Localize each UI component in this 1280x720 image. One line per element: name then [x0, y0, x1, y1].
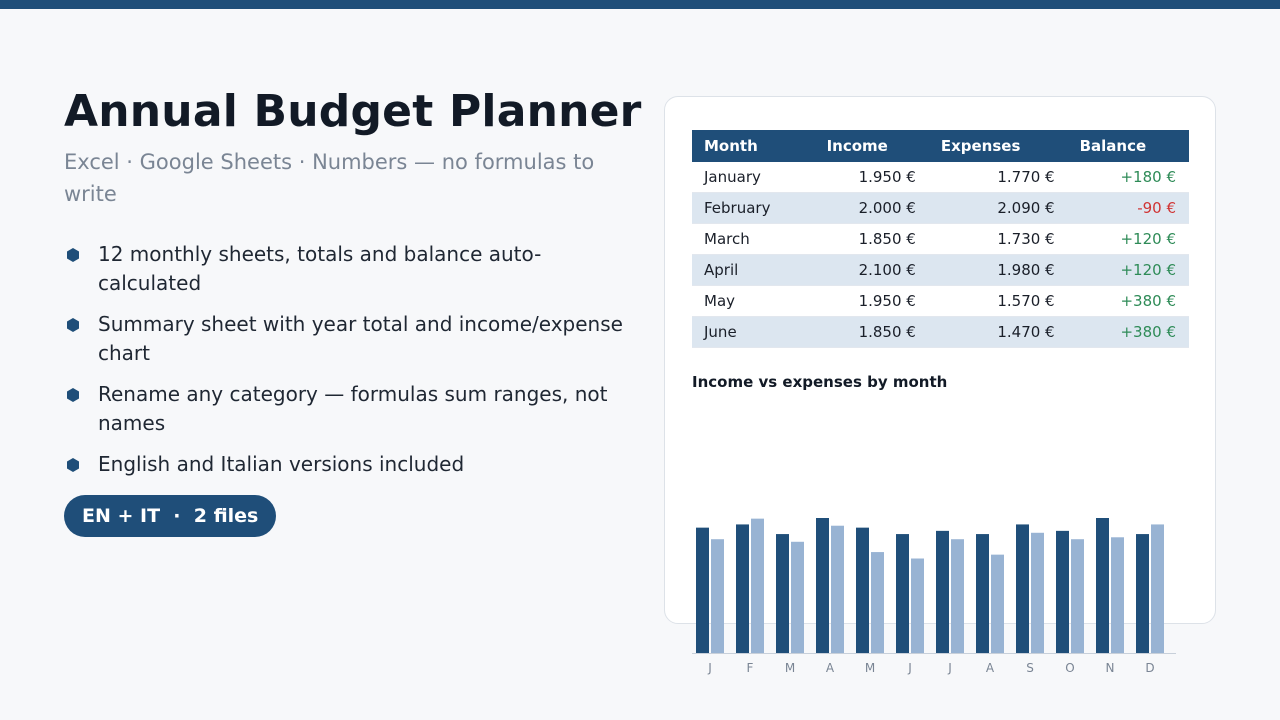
x-tick-label: J [707, 661, 712, 675]
budget-table: Month Income Expenses Balance January 1.… [692, 130, 1189, 348]
x-tick-label: J [947, 661, 952, 675]
income-bar [696, 527, 709, 653]
cell-month: February [692, 192, 815, 224]
cell-balance: +380 € [1067, 316, 1189, 348]
feature-item: 12 monthly sheets, totals and balance au… [64, 240, 624, 298]
chart-title: Income vs expenses by month [692, 373, 948, 391]
cell-expenses: 1.770 € [928, 162, 1068, 193]
files-badge: EN + IT · 2 files [64, 495, 277, 537]
cell-balance: +120 € [1067, 223, 1189, 255]
cell-expenses: 2.090 € [928, 192, 1068, 224]
income-bar [976, 534, 989, 653]
expenses-bar [1071, 539, 1084, 653]
table-row: March 1.850 € 1.730 € +120 € [692, 223, 1189, 255]
expenses-bar [791, 541, 804, 653]
expenses-bar [831, 525, 844, 653]
hero-section: Annual Budget Planner Excel · Google She… [64, 84, 644, 491]
table-row: April 2.100 € 1.980 € +120 € [692, 254, 1189, 286]
expenses-bar [991, 554, 1004, 653]
page-subtitle: Excel · Google Sheets · Numbers — no for… [64, 150, 595, 206]
cell-balance: +180 € [1067, 162, 1189, 193]
cell-expenses: 1.980 € [928, 254, 1068, 286]
top-accent-bar [0, 0, 1280, 9]
hexagon-bullet-icon [67, 248, 79, 262]
column-header-month: Month [692, 130, 815, 162]
column-header-income: Income [814, 130, 929, 162]
column-header-balance: Balance [1067, 130, 1189, 162]
income-bar [736, 524, 749, 653]
column-header-expenses: Expenses [928, 130, 1068, 162]
table-row: May 1.950 € 1.570 € +380 € [692, 285, 1189, 317]
income-bar [1056, 530, 1069, 653]
expenses-bar [751, 518, 764, 653]
table-row: January 1.950 € 1.770 € +180 € [692, 162, 1189, 193]
cell-income: 1.950 € [814, 162, 929, 193]
cell-income: 1.850 € [814, 316, 929, 348]
table-row: February 2.000 € 2.090 € -90 € [692, 192, 1189, 224]
feature-text: Summary sheet with year total and income… [98, 312, 623, 365]
feature-text: Rename any category — formulas sum range… [98, 382, 608, 435]
hexagon-bullet-icon [67, 388, 79, 402]
expenses-bar [1111, 537, 1124, 653]
x-tick-label: M [865, 661, 875, 675]
income-bar [896, 534, 909, 653]
feature-list: 12 monthly sheets, totals and balance au… [64, 240, 624, 479]
feature-item: English and Italian versions included [64, 450, 624, 479]
x-tick-label: A [986, 661, 995, 675]
feature-text: English and Italian versions included [98, 452, 465, 476]
income-bar [816, 518, 829, 653]
x-tick-label: J [907, 661, 912, 675]
x-tick-label: D [1145, 661, 1154, 675]
x-tick-label: O [1065, 661, 1074, 675]
page-title: Annual Budget Planner [64, 86, 642, 137]
income-bar [1136, 534, 1149, 653]
expenses-bar [1151, 524, 1164, 653]
x-tick-label: S [1026, 661, 1034, 675]
expenses-bar [1031, 532, 1044, 653]
feature-text: 12 monthly sheets, totals and balance au… [98, 242, 542, 295]
cell-month: January [692, 162, 815, 193]
hexagon-bullet-icon [67, 458, 79, 472]
table-row: June 1.850 € 1.470 € +380 € [692, 316, 1189, 348]
expenses-bar [871, 552, 884, 653]
income-bar [1096, 518, 1109, 653]
table-header-row: Month Income Expenses Balance [692, 130, 1189, 162]
hexagon-bullet-icon [67, 318, 79, 332]
cell-expenses: 1.470 € [928, 316, 1068, 348]
cell-expenses: 1.570 € [928, 285, 1068, 317]
cell-expenses: 1.730 € [928, 223, 1068, 255]
income-bar [1016, 524, 1029, 653]
expenses-bar [711, 539, 724, 653]
x-tick-label: F [747, 661, 754, 675]
preview-card: Month Income Expenses Balance January 1.… [664, 96, 1216, 675]
cell-income: 2.000 € [814, 192, 929, 224]
cell-income: 1.950 € [814, 285, 929, 317]
expenses-bar [911, 558, 924, 653]
income-bar [856, 527, 869, 653]
cell-balance: -90 € [1067, 192, 1189, 224]
feature-item: Rename any category — formulas sum range… [64, 380, 624, 438]
cell-month: May [692, 285, 815, 317]
cell-balance: +120 € [1067, 254, 1189, 286]
cell-month: March [692, 223, 815, 255]
cell-month: June [692, 316, 815, 348]
income-bar [776, 534, 789, 653]
cell-month: April [692, 254, 815, 286]
feature-item: Summary sheet with year total and income… [64, 310, 624, 368]
x-tick-label: A [826, 661, 835, 675]
cell-balance: +380 € [1067, 285, 1189, 317]
cell-income: 1.850 € [814, 223, 929, 255]
x-tick-label: N [1106, 661, 1115, 675]
cell-income: 2.100 € [814, 254, 929, 286]
income-bar [936, 530, 949, 653]
x-tick-label: M [785, 661, 795, 675]
expenses-bar [951, 539, 964, 653]
